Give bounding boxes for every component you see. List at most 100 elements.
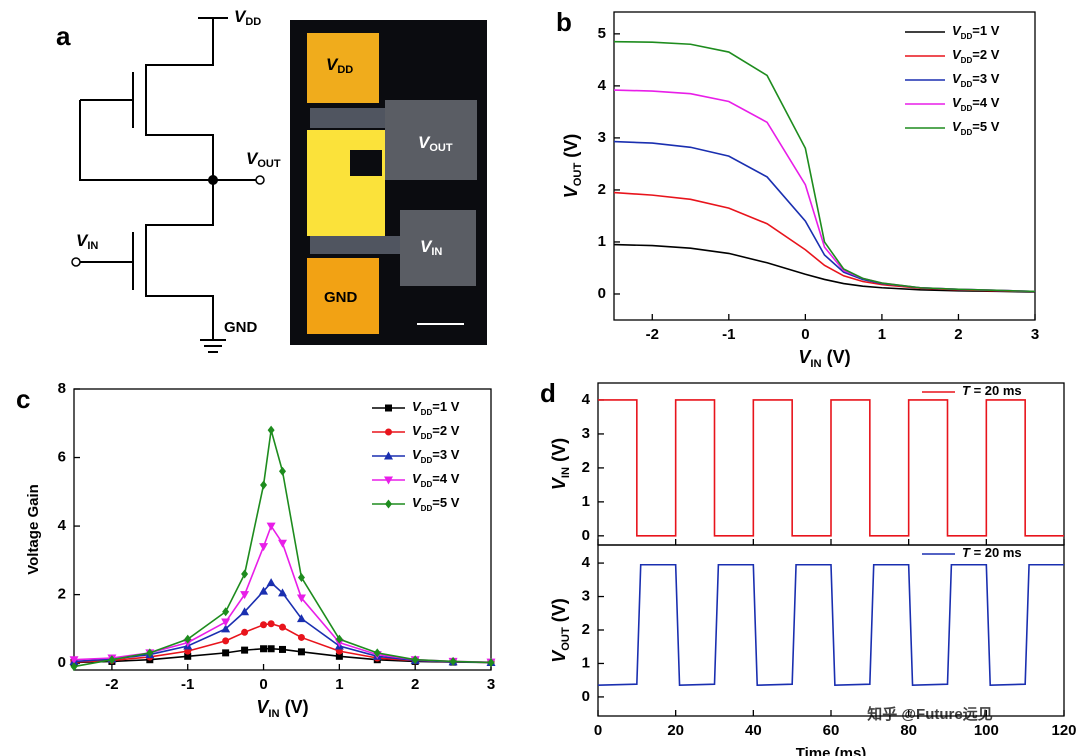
marker <box>411 655 419 665</box>
marker <box>279 645 286 653</box>
x-tick-label: 40 <box>745 722 762 739</box>
label-part: V <box>412 495 422 510</box>
marker <box>222 637 230 645</box>
y-tick-label: 4 <box>582 391 591 408</box>
y-tick-label: 6 <box>58 449 66 466</box>
y-tick-label: 0 <box>58 654 66 671</box>
circuit-label: VDD <box>234 7 261 27</box>
x-tick-label: 1 <box>878 326 886 343</box>
y-tick-label: 3 <box>582 425 590 442</box>
marker <box>241 646 249 654</box>
series-line <box>597 563 1064 687</box>
label-part: IN <box>268 708 279 720</box>
legend-label: VDD=1 V <box>952 23 1000 40</box>
label-part: DD <box>421 480 433 489</box>
plot-frame <box>613 11 1036 321</box>
y-tick-label: 1 <box>582 493 590 510</box>
marker <box>297 648 305 656</box>
marker <box>266 522 276 531</box>
x-tick-label: 3 <box>487 676 495 693</box>
marker <box>260 480 268 490</box>
marker <box>146 648 154 658</box>
x-tick-label: 0 <box>259 676 267 693</box>
x-tick-label: 80 <box>900 722 917 739</box>
y-axis-label: Voltage Gain <box>25 484 42 575</box>
y-tick-label: 8 <box>58 380 66 397</box>
legend-label: VDD=4 V <box>412 471 460 488</box>
label-part: = 20 ms <box>970 545 1022 560</box>
marker <box>221 618 231 627</box>
marker <box>222 649 230 657</box>
legend-label: VDD=2 V <box>952 47 1000 64</box>
marker <box>335 652 343 660</box>
label-part: T <box>962 545 971 560</box>
marker <box>297 633 305 641</box>
label-part: (V) <box>280 697 309 717</box>
label-part: (V) <box>549 438 569 467</box>
pad-label: VIN <box>420 237 442 257</box>
label-part: T <box>962 383 971 398</box>
marker <box>222 607 230 617</box>
plot-frame <box>73 388 492 671</box>
marker <box>384 476 393 485</box>
series-line <box>613 40 1036 293</box>
y-axis-label: VOUT (V) <box>549 598 572 663</box>
pad-label: VOUT <box>418 133 453 153</box>
marker <box>278 588 287 597</box>
y-axis-label: VOUT (V) <box>561 134 584 199</box>
y-tick-label: 4 <box>58 517 67 534</box>
y-tick-label: 0 <box>598 285 606 302</box>
label-part: =5 V <box>972 119 999 134</box>
circuit-label: VOUT <box>246 149 281 169</box>
x-tick-label: -1 <box>722 326 735 343</box>
marker <box>385 404 392 412</box>
x-tick-label: 60 <box>823 722 840 739</box>
x-tick-label: 0 <box>594 722 602 739</box>
marker <box>69 656 79 665</box>
legend-label: T = 20 ms <box>962 545 1022 560</box>
label-part: =5 V <box>432 495 459 510</box>
x-axis-label: VIN (V) <box>256 697 308 720</box>
marker <box>221 624 231 633</box>
x-axis-label: Time (ms) <box>796 745 867 756</box>
label-part: =4 V <box>432 471 459 486</box>
marker <box>449 656 457 666</box>
x-tick-label: -2 <box>105 676 118 693</box>
x-tick-label: 2 <box>954 326 962 343</box>
panel-label: a <box>56 21 71 51</box>
pad-label: GND <box>324 289 358 306</box>
legend-label: VDD=3 V <box>412 447 460 464</box>
series-line <box>73 429 492 668</box>
marker <box>267 645 275 653</box>
marker <box>259 543 269 552</box>
x-tick-label: 0 <box>801 326 809 343</box>
marker <box>385 428 392 436</box>
label-part: V <box>561 184 581 198</box>
marker <box>260 621 268 629</box>
series-line <box>613 140 1036 293</box>
label-part: V <box>412 423 422 438</box>
y-tick-label: 1 <box>582 654 590 671</box>
marker <box>70 662 78 672</box>
legend-label: T = 20 ms <box>962 383 1022 398</box>
circuit <box>71 17 265 353</box>
marker <box>267 425 275 435</box>
marker <box>241 628 249 636</box>
series-line <box>613 243 1036 293</box>
legend-label: VDD=5 V <box>412 495 460 512</box>
label-part: V <box>952 71 962 86</box>
label-part: V <box>549 476 569 490</box>
label-part: =2 V <box>972 47 999 62</box>
label-part: =3 V <box>432 447 459 462</box>
label-part: DD <box>421 456 433 465</box>
series-line <box>598 399 1064 537</box>
marker <box>240 591 250 600</box>
y-tick-label: 4 <box>582 554 591 571</box>
pad-label: VDD <box>326 55 353 75</box>
legend-label: VDD=2 V <box>412 423 460 440</box>
marker <box>373 648 381 658</box>
y-tick-label: 4 <box>598 77 607 94</box>
x-tick-label: 1 <box>335 676 343 693</box>
marker <box>184 634 192 644</box>
marker <box>487 657 495 667</box>
